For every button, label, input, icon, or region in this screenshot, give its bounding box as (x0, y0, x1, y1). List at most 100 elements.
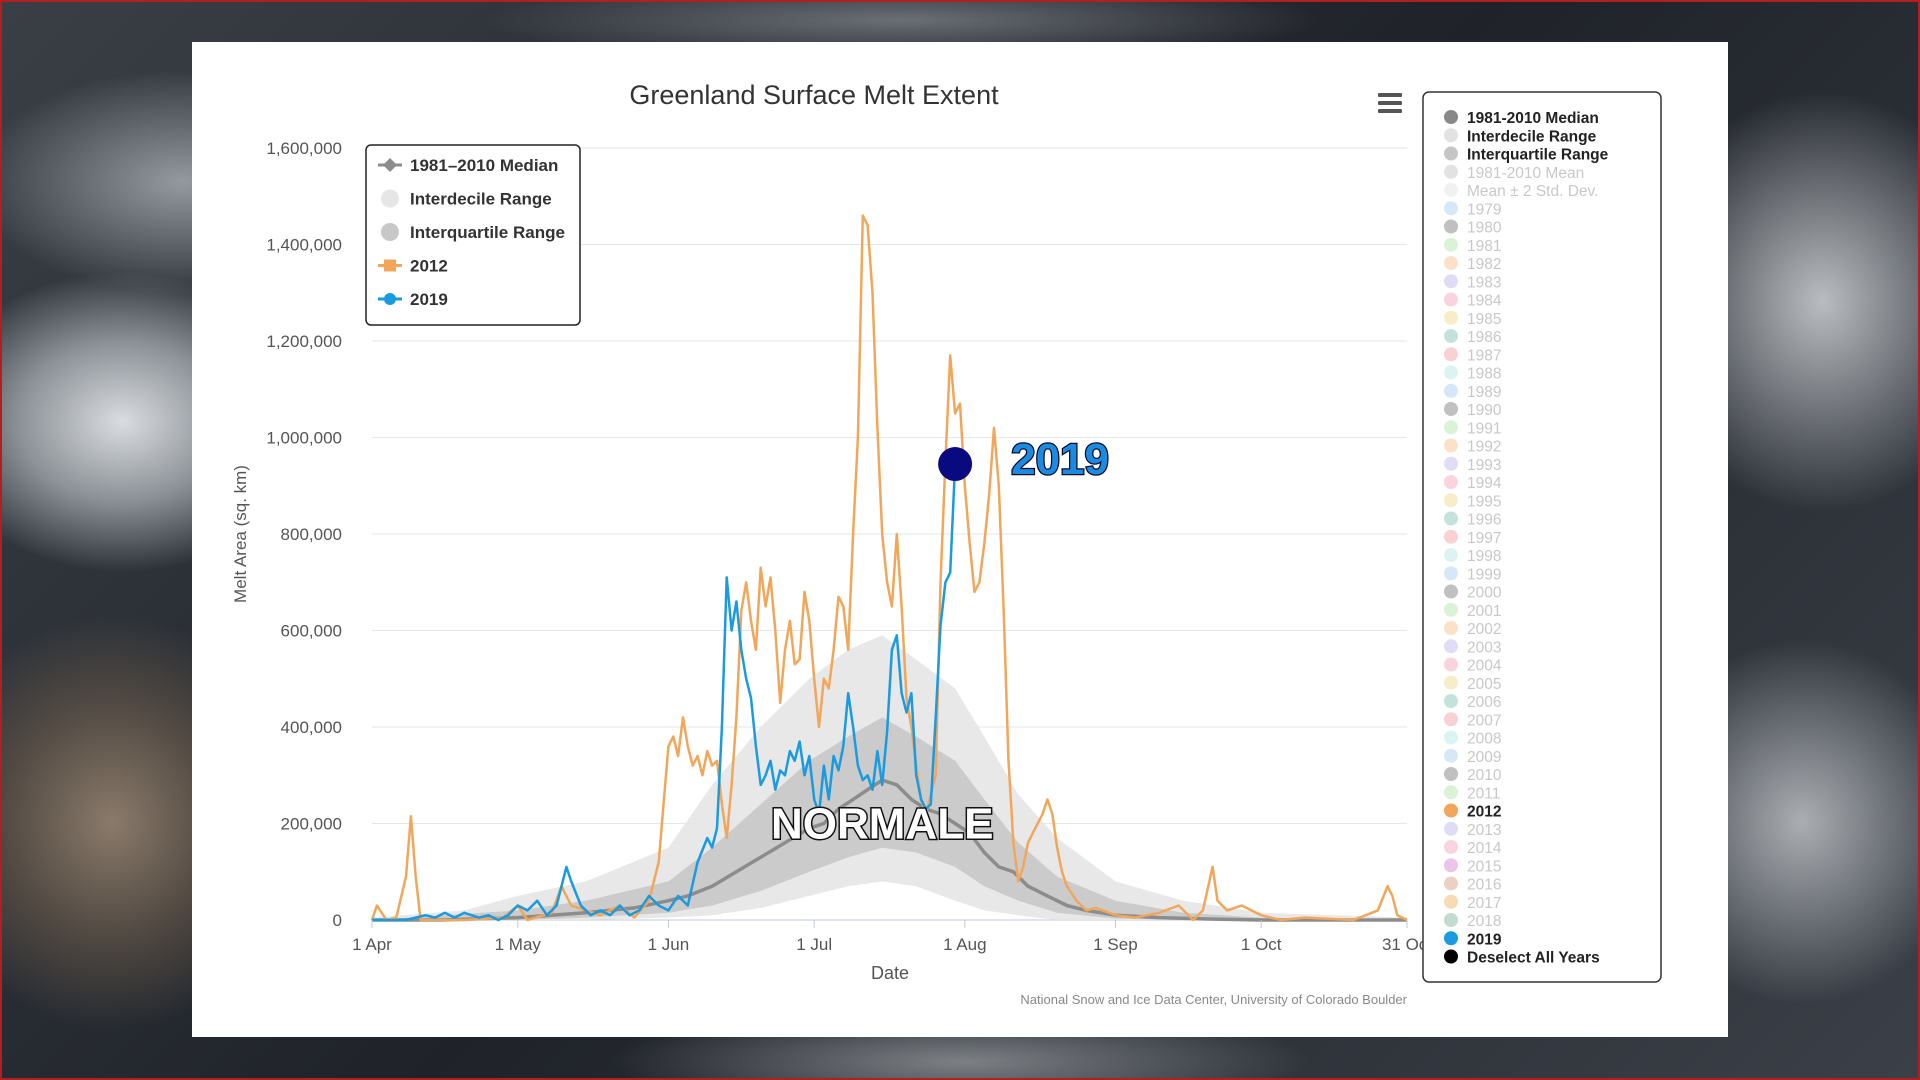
side-legend-item[interactable]: 2017 (1444, 894, 1501, 912)
side-legend-item[interactable]: 2007 (1444, 712, 1501, 729)
side-legend-item[interactable]: 1982 (1444, 256, 1501, 273)
side-legend-item[interactable]: 1999 (1444, 566, 1501, 583)
side-legend-label: 1990 (1467, 402, 1502, 419)
side-legend-item[interactable]: 1993 (1444, 456, 1501, 474)
y-tick-label: 1,200,000 (266, 332, 342, 351)
side-legend-label: 2008 (1467, 731, 1501, 748)
side-legend-symbol (1444, 621, 1458, 635)
side-legend-item[interactable]: 2001 (1444, 602, 1501, 620)
x-tick-label: 1 May (495, 935, 542, 954)
side-legend-item[interactable]: 2008 (1444, 730, 1501, 748)
side-legend-symbol (1444, 675, 1458, 690)
side-legend-item[interactable]: 1981 (1444, 237, 1501, 255)
side-legend-label: Mean ± 2 Std. Dev. (1467, 183, 1598, 200)
y-tick-label: 800,000 (281, 525, 342, 544)
side-legend-label: 2002 (1467, 621, 1501, 638)
side-legend-item[interactable]: 2005 (1444, 675, 1501, 693)
annotation-marker (938, 447, 973, 482)
side-legend-item[interactable]: 1994 (1444, 475, 1502, 492)
y-axis-title: Melt Area (sq. km) (231, 465, 250, 603)
side-legend-item[interactable]: 1997 (1444, 529, 1501, 547)
side-legend-symbol (1444, 292, 1458, 307)
side-legend-symbol (1444, 219, 1458, 234)
side-legend-item[interactable]: 2018 (1444, 913, 1501, 930)
side-legend-item[interactable]: 2011 (1444, 785, 1500, 802)
legend-symbol (381, 223, 399, 241)
y-tick-label: 1,000,000 (266, 429, 342, 448)
side-legend-item[interactable]: 1995 (1444, 493, 1501, 510)
chart-title: Greenland Surface Melt Extent (629, 80, 999, 110)
inner-legend-label: 2019 (410, 290, 448, 309)
side-legend-label: Interdecile Range (1467, 128, 1597, 145)
side-legend-label: 2014 (1467, 840, 1502, 857)
side-legend-item[interactable]: 1988 (1444, 365, 1501, 383)
side-legend-item[interactable]: Deselect All Years (1444, 949, 1600, 967)
inner-legend: 1981–2010 Median Interdecile Range Interqu… (365, 144, 581, 326)
inner-legend-label: 1981–2010 Median (410, 156, 558, 175)
side-legend-label: 1985 (1467, 311, 1501, 328)
side-legend-label: 1984 (1467, 293, 1502, 310)
side-legend-item[interactable]: Interquartile Range (1444, 146, 1609, 164)
side-legend-label: 2015 (1467, 858, 1501, 875)
side-legend-symbol (1444, 493, 1458, 508)
side-legend-item[interactable]: 1986 (1444, 329, 1501, 346)
side-legend-symbol (1444, 383, 1458, 398)
side-legend-symbol (1444, 438, 1458, 453)
side-legend-symbol (1444, 183, 1458, 197)
side-legend-item[interactable]: 1996 (1444, 511, 1501, 529)
side-legend-item[interactable]: 1992 (1444, 438, 1501, 456)
side-legend-item[interactable]: 2014 (1444, 840, 1502, 857)
annotations: 2019 NORMALE (769, 434, 1110, 850)
side-legend-symbol (1444, 657, 1458, 672)
side-legend-symbol (1444, 694, 1458, 708)
side-legend-symbol (1444, 164, 1458, 179)
side-legend-label: 2000 (1467, 585, 1502, 602)
side-legend-item[interactable]: 2012 (1444, 803, 1501, 821)
side-legend-item[interactable]: 2013 (1444, 821, 1501, 839)
x-tick-label: 1 Oct (1241, 935, 1282, 954)
side-legend-label: 2012 (1467, 804, 1501, 821)
side-legend-item[interactable]: 1983 (1444, 274, 1501, 291)
side-legend-item[interactable]: 1984 (1444, 292, 1502, 310)
side-legend-label: 1998 (1467, 548, 1501, 565)
side-legend-item[interactable]: 2016 (1444, 876, 1501, 894)
side-legend-item[interactable]: 2000 (1444, 584, 1502, 602)
x-axis: 1 Apr 1 May 1 Jun 1 Jul 1 Aug 1 Sep 1 Oct 31 Oc… (352, 920, 1432, 954)
side-legend-item[interactable]: 1981-2010 Mean (1444, 164, 1584, 182)
side-legend-symbol (1444, 256, 1458, 270)
side-legend-label: 1982 (1467, 256, 1501, 273)
side-legend-item[interactable]: 1987 (1444, 347, 1501, 364)
side-legend-symbol (1444, 931, 1458, 946)
side-legend-item[interactable]: Mean ± 2 Std. Dev. (1444, 183, 1598, 200)
side-legend-item[interactable]: 2006 (1444, 694, 1501, 711)
side-legend-item[interactable]: 2004 (1444, 657, 1502, 675)
y-tick-label: 600,000 (281, 622, 342, 641)
side-legend-item[interactable]: Interdecile Range (1444, 128, 1597, 145)
side-legend-item[interactable]: 2009 (1444, 748, 1501, 766)
y-tick-label: 0 (333, 911, 342, 930)
side-legend-symbol (1444, 201, 1458, 216)
menu-icon[interactable] (1366, 90, 1402, 116)
side-legend-item[interactable]: 1991 (1444, 420, 1501, 437)
side-legend-symbol (1444, 876, 1458, 891)
side-legend-item[interactable]: 2010 (1444, 767, 1502, 784)
chart-panel: Greenland Surface Melt Extent 0 200,000 40… (192, 42, 1728, 1037)
side-legend-item[interactable]: 1989 (1444, 383, 1501, 401)
side-legend-symbol (1444, 110, 1458, 124)
side-legend-item[interactable]: 1981-2010 Median (1444, 110, 1599, 127)
side-legend-item[interactable]: 1990 (1444, 402, 1502, 419)
side-legend-item[interactable]: 1985 (1444, 310, 1501, 328)
side-legend-label: 2019 (1467, 931, 1502, 948)
side-legend-item[interactable]: 1979 (1444, 201, 1501, 218)
side-legend-item[interactable]: 2019 (1444, 931, 1502, 948)
side-legend-item[interactable]: 2015 (1444, 858, 1501, 875)
side-legend-item[interactable]: 2003 (1444, 639, 1501, 656)
side-legend-symbol (1444, 456, 1458, 471)
side-legend-item[interactable]: 2002 (1444, 621, 1501, 638)
x-tick-label: 1 Jun (648, 935, 690, 954)
side-legend-symbol (1444, 128, 1458, 143)
legend-symbol (383, 158, 397, 172)
interquartile-band (372, 717, 1407, 920)
side-legend-item[interactable]: 1980 (1444, 219, 1502, 237)
side-legend-item[interactable]: 1998 (1444, 548, 1501, 565)
